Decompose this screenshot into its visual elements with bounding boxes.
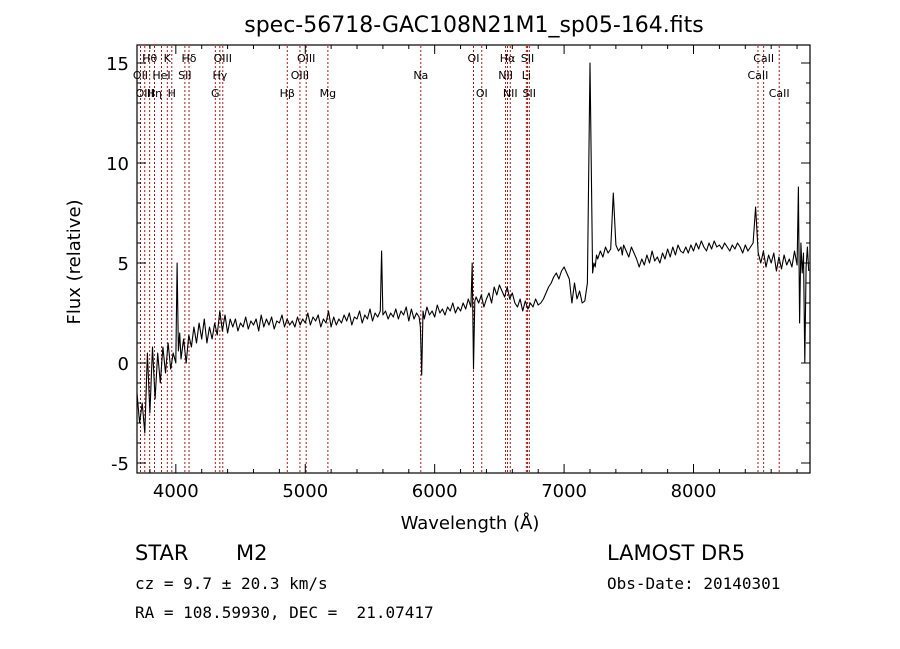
spectral-line-label: OI: [468, 52, 480, 65]
y-tick-label: 10: [106, 154, 129, 175]
x-tick-label: 7000: [541, 481, 587, 502]
spectral-line-label: HeI: [152, 69, 170, 82]
spectral-line-label: CaII: [753, 52, 774, 65]
x-tick-label: 5000: [282, 481, 328, 502]
spectral-line-label: Hβ: [280, 87, 295, 100]
spectral-line-label: G: [211, 87, 220, 100]
spectral-line-label: OIII: [136, 87, 154, 100]
spectral-line-label: Hα: [500, 52, 516, 65]
spectral-line-label: OI: [476, 87, 488, 100]
spectral-line-label: SII: [178, 69, 191, 82]
y-tick-label: -5: [111, 454, 129, 475]
spectral-line-label: OIII: [214, 52, 232, 65]
chart-title: spec-56718-GAC108N21M1_sp05-164.fits: [244, 13, 704, 38]
spectral-line-label: Hγ: [212, 69, 227, 82]
spectral-line-label: Mg: [320, 87, 336, 100]
spectral-line-label: Hθ: [142, 52, 157, 65]
x-tick-label: 4000: [153, 481, 199, 502]
spectral-line-label: SII: [523, 87, 536, 100]
spectral-line-label: Na: [413, 69, 428, 82]
spectral-line-label: OIII: [291, 69, 309, 82]
spectral-line-label: CaII: [748, 69, 769, 82]
observation-date: Obs-Date: 20140301: [607, 574, 781, 593]
x-axis-label: Wavelength (Å): [401, 512, 540, 534]
coordinates: RA = 108.59930, DEC = 21.07417: [135, 603, 434, 622]
y-axis-label: Flux (relative): [64, 199, 85, 324]
x-axis-ticks: 4000 5000 6000 7000 8000: [149, 45, 798, 502]
y-tick-label: 15: [106, 54, 129, 75]
y-tick-label: 0: [118, 354, 129, 375]
object-subclass: M2: [236, 541, 268, 565]
survey-name: LAMOST DR5: [607, 541, 746, 565]
spectral-line-label: CaII: [769, 87, 790, 100]
spectral-line-label: K: [164, 52, 172, 65]
redshift-cz: cz = 9.7 ± 20.3 km/s: [135, 574, 328, 593]
y-tick-label: 5: [118, 254, 129, 275]
spectral-line-label: OIII: [297, 52, 315, 65]
spectral-line-label: NII: [498, 69, 513, 82]
spectral-line-markers: [140, 46, 780, 472]
spectral-line-label: OII: [133, 69, 148, 82]
x-tick-label: 6000: [412, 481, 458, 502]
spectral-line-label: Hδ: [182, 52, 197, 65]
spectrum-line: [136, 62, 810, 434]
object-class: STAR: [135, 541, 189, 565]
spectral-line-label: Hη: [147, 87, 162, 100]
y-axis-ticks: -5 0 5 10 15: [106, 54, 810, 475]
spectral-line-label: Li: [522, 69, 531, 82]
plot-frame: [136, 44, 811, 474]
spectral-line-label: H: [168, 87, 176, 100]
spectral-line-label: SII: [521, 52, 534, 65]
x-tick-label: 8000: [671, 481, 717, 502]
spectral-line-label: NII: [503, 87, 518, 100]
